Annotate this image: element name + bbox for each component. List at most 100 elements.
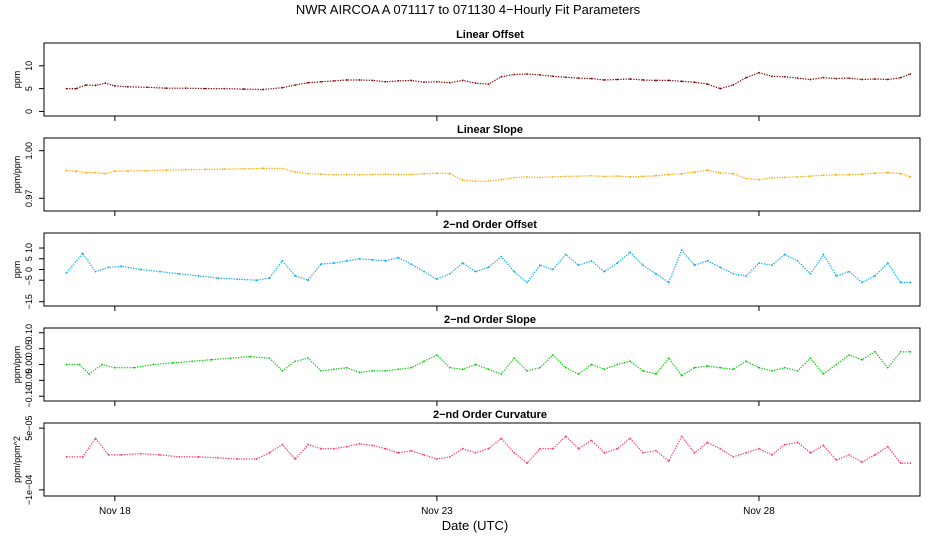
data-point bbox=[745, 76, 747, 79]
data-point bbox=[861, 173, 863, 176]
data-point bbox=[796, 369, 799, 372]
data-point bbox=[358, 442, 361, 445]
x-tick-label: Nov 18 bbox=[99, 506, 131, 517]
data-point bbox=[94, 270, 97, 273]
data-point bbox=[397, 79, 400, 82]
y-axis-label: ppm/ppm^2 bbox=[12, 436, 22, 483]
data-point bbox=[719, 172, 722, 174]
data-point bbox=[590, 174, 593, 177]
data-point bbox=[217, 277, 219, 279]
data-point bbox=[474, 363, 477, 366]
y-tick-label: −0.10 bbox=[24, 385, 34, 408]
data-point bbox=[551, 354, 554, 356]
data-point bbox=[655, 174, 657, 177]
data-point bbox=[120, 453, 123, 456]
data-point bbox=[436, 354, 438, 356]
data-point bbox=[152, 363, 155, 366]
data-point bbox=[307, 279, 309, 282]
data-point bbox=[861, 461, 863, 463]
data-point bbox=[513, 270, 516, 273]
y-axis-label: ppm bbox=[12, 261, 22, 279]
data-point bbox=[770, 453, 773, 456]
panel-4: 2−nd Order Slope −0.10−0.050.000.050.10pp… bbox=[12, 314, 921, 408]
data-point bbox=[165, 87, 168, 90]
data-point bbox=[526, 369, 528, 372]
data-point bbox=[874, 172, 876, 175]
data-point bbox=[693, 264, 696, 267]
data-point bbox=[126, 85, 129, 88]
data-point bbox=[294, 458, 297, 460]
data-point bbox=[758, 447, 760, 450]
data-point bbox=[886, 445, 889, 448]
data-point bbox=[410, 79, 413, 82]
data-point bbox=[487, 447, 490, 450]
data-point bbox=[410, 263, 413, 266]
data-point bbox=[513, 176, 516, 179]
x-tick-label: Nov 28 bbox=[743, 506, 775, 517]
data-point bbox=[886, 78, 889, 81]
data-point bbox=[178, 456, 181, 458]
data-point bbox=[500, 437, 503, 440]
data-point bbox=[629, 437, 632, 440]
data-point bbox=[783, 366, 786, 369]
data-point bbox=[262, 167, 264, 170]
data-point bbox=[65, 87, 68, 90]
data-point bbox=[436, 80, 438, 83]
panel-frame bbox=[43, 42, 921, 117]
y-tick-label: −15 bbox=[24, 294, 34, 309]
data-point bbox=[822, 373, 825, 375]
data-point bbox=[861, 281, 863, 284]
data-point bbox=[307, 172, 309, 175]
data-point bbox=[397, 368, 400, 371]
panel-title: Linear Slope bbox=[457, 124, 523, 136]
data-point bbox=[371, 258, 374, 261]
data-point bbox=[65, 363, 68, 366]
data-point bbox=[899, 350, 902, 353]
data-point bbox=[603, 175, 606, 178]
data-point bbox=[268, 451, 271, 454]
data-point bbox=[655, 272, 657, 275]
data-point bbox=[229, 357, 232, 360]
data-point bbox=[423, 453, 425, 456]
data-point bbox=[629, 360, 632, 363]
data-point bbox=[783, 176, 786, 179]
data-point bbox=[874, 453, 876, 456]
y-axis-label: ppm/ppm bbox=[12, 156, 22, 194]
data-point bbox=[78, 363, 81, 366]
data-point bbox=[680, 172, 683, 175]
data-point bbox=[294, 360, 297, 363]
data-point bbox=[101, 363, 103, 366]
data-point bbox=[384, 260, 387, 262]
data-point bbox=[268, 277, 271, 279]
x-tick-label: Nov 23 bbox=[421, 506, 453, 517]
figure-title: NWR AIRCOA A 071117 to 071130 4−Hourly F… bbox=[296, 2, 641, 17]
data-point bbox=[899, 172, 902, 175]
y-tick-label: 0.10 bbox=[24, 324, 34, 342]
data-point bbox=[500, 178, 503, 181]
data-point bbox=[423, 270, 425, 273]
data-point bbox=[539, 74, 541, 76]
data-point bbox=[577, 77, 580, 80]
data-point bbox=[171, 362, 174, 364]
data-point bbox=[770, 177, 773, 179]
y-tick-label: 0.05 bbox=[24, 340, 34, 358]
data-point bbox=[197, 456, 200, 458]
data-point bbox=[236, 278, 239, 281]
data-point bbox=[835, 275, 838, 277]
data-point bbox=[159, 270, 161, 273]
data-point bbox=[539, 447, 541, 450]
data-point bbox=[513, 357, 516, 360]
data-point bbox=[436, 458, 438, 460]
data-point bbox=[358, 371, 361, 374]
data-point bbox=[732, 172, 735, 175]
data-point bbox=[307, 443, 309, 446]
data-point bbox=[165, 169, 168, 171]
data-point bbox=[809, 451, 812, 454]
data-point bbox=[345, 445, 348, 448]
data-point bbox=[899, 462, 902, 464]
data-point bbox=[770, 75, 773, 78]
data-point bbox=[835, 459, 838, 461]
